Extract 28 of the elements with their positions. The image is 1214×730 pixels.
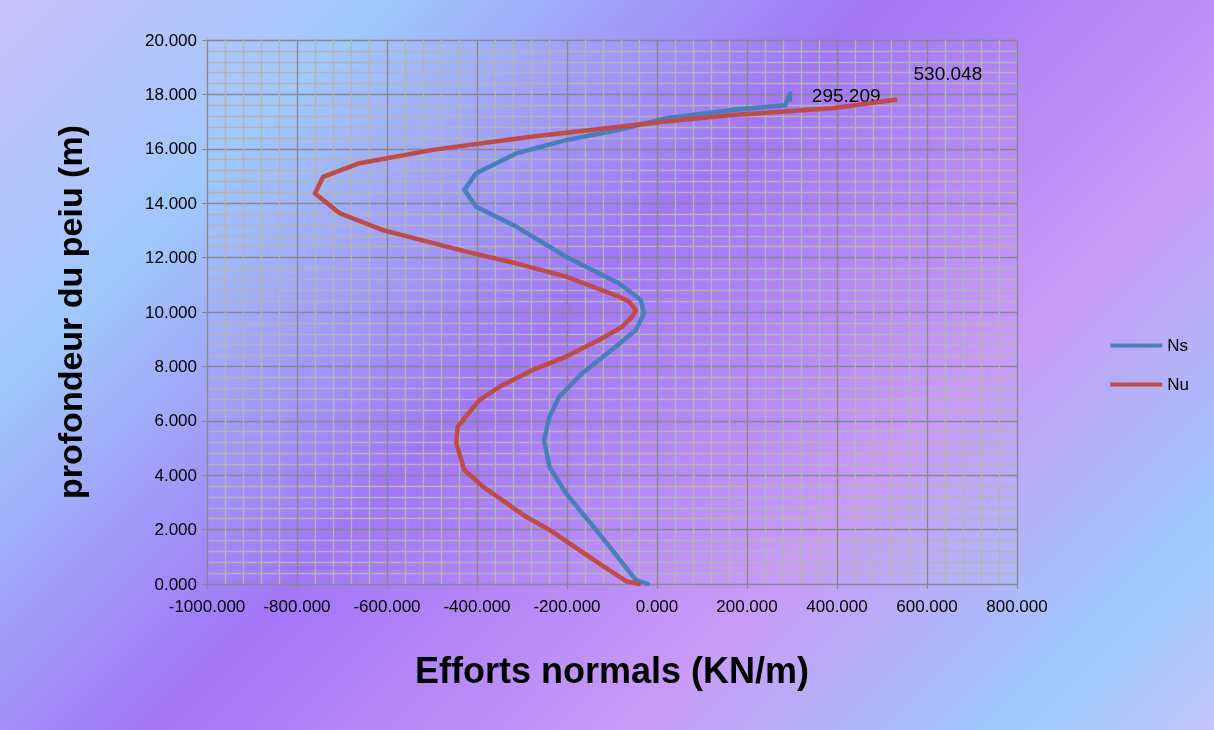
- y-tick-label: 4.000: [154, 465, 197, 485]
- y-tick-label: 20.000: [145, 30, 197, 50]
- legend-label: Nu: [1167, 375, 1189, 394]
- x-tick-label: -400.000: [443, 597, 511, 616]
- x-tick-label: 200.000: [716, 597, 778, 616]
- x-axis-title: Efforts normals (KN/m): [414, 649, 810, 691]
- x-tick-label: 400.000: [806, 597, 868, 616]
- x-tick-label: 800.000: [986, 597, 1048, 616]
- x-tick-label: -600.000: [353, 597, 421, 616]
- x-tick-label: -1000.000: [168, 597, 246, 616]
- annotation: 530.048: [913, 62, 983, 84]
- line-series: [462, 91, 793, 587]
- x-tick-label: -800.000: [263, 597, 331, 616]
- annotation: 295.209: [811, 84, 881, 106]
- x-tick-label: -200.000: [533, 597, 601, 616]
- y-tick-label: 6.000: [154, 411, 197, 431]
- y-tick-label: 2.000: [154, 520, 197, 540]
- y-tick-label: 18.000: [145, 84, 197, 104]
- x-tick-label: 600.000: [896, 597, 958, 616]
- legend-label: Ns: [1167, 336, 1189, 355]
- y-tick-label: 8.000: [154, 356, 197, 376]
- y-tick-label: 0.000: [154, 574, 197, 594]
- x-tick-label: 0.000: [635, 597, 679, 616]
- y-tick-label: 10.000: [145, 302, 197, 322]
- y-tick-label: 14.000: [145, 193, 197, 213]
- y-tick-label: 12.000: [145, 248, 197, 268]
- y-axis-title: profondeur du peiu (m): [51, 125, 89, 499]
- y-tick-label: 16.000: [145, 139, 197, 159]
